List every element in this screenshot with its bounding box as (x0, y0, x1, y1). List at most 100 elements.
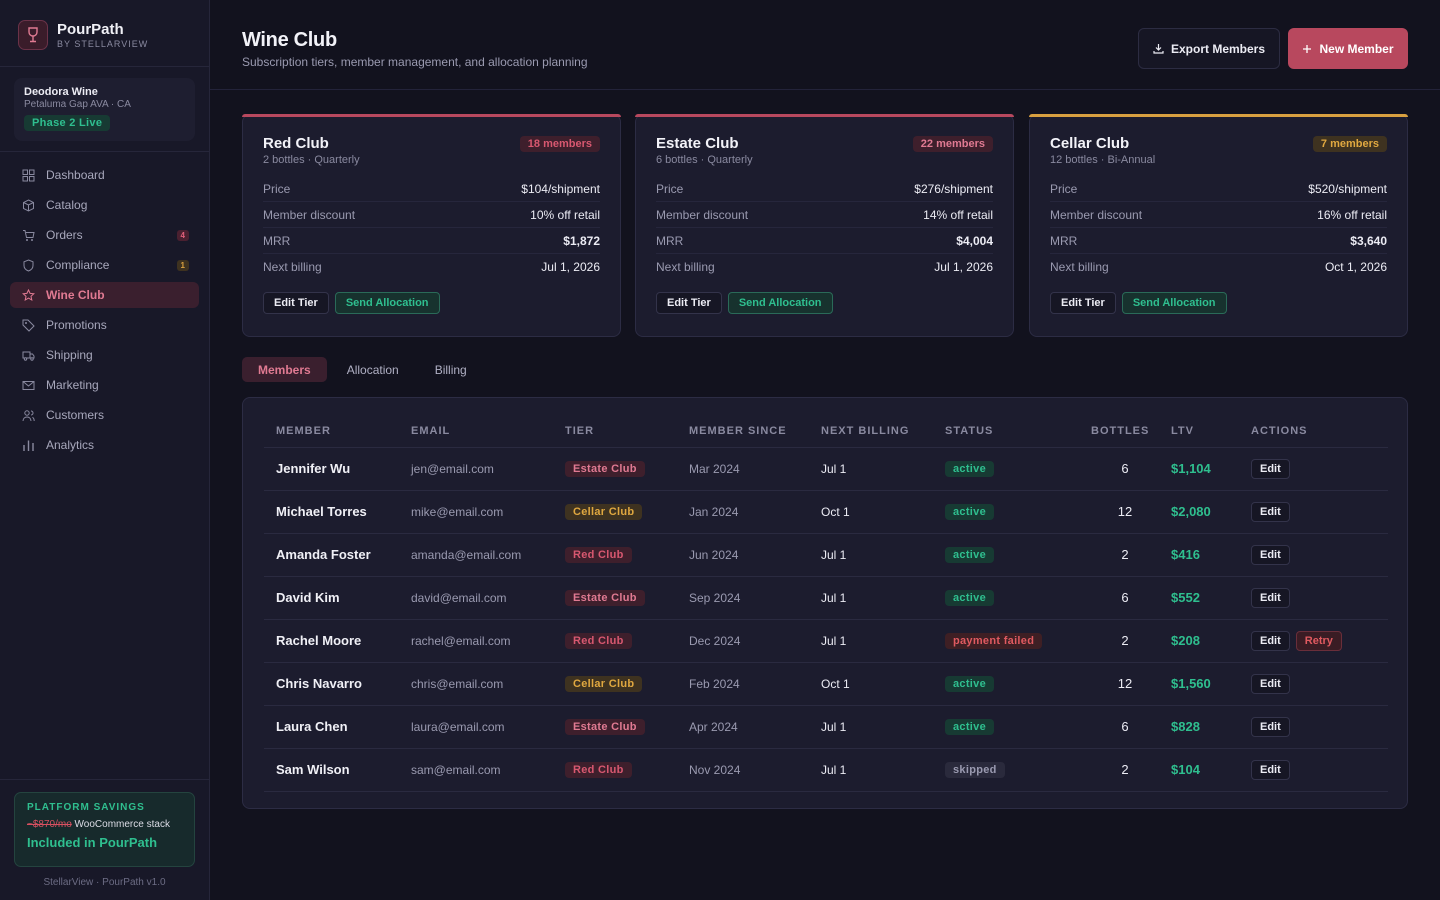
row-value: Oct 1, 2026 (1324, 260, 1387, 274)
column-header-member[interactable]: MEMBER (264, 416, 399, 448)
edit-tier-button[interactable]: Edit Tier (656, 292, 722, 314)
sidebar-item-label: Orders (46, 228, 83, 242)
edit-member-button[interactable]: Edit (1251, 587, 1290, 608)
divider (0, 779, 209, 780)
export-members-button[interactable]: Export Members (1138, 28, 1280, 69)
status-badge: active (945, 546, 994, 563)
column-header-next-billing[interactable]: NEXT BILLING (809, 416, 933, 448)
sidebar-item-dashboard[interactable]: Dashboard (10, 162, 199, 188)
status-badge: active (945, 718, 994, 735)
tier-row-price: Price $276/shipment (656, 176, 993, 202)
edit-member-button[interactable]: Edit (1251, 630, 1290, 651)
tier-name: Red Club (263, 135, 329, 152)
tier-pill: Cellar Club (565, 503, 643, 520)
member-tier: Estate Club (553, 447, 677, 491)
brand[interactable]: PourPath BY STELLARVIEW (18, 20, 148, 50)
member-since: Jan 2024 (677, 490, 809, 534)
bottles-count: 6 (1079, 447, 1159, 491)
status-badge: active (945, 589, 994, 606)
star-icon (22, 288, 35, 301)
sidebar-item-shipping[interactable]: Shipping (10, 342, 199, 368)
member-ltv: $1,104 (1159, 447, 1239, 491)
send-allocation-button[interactable]: Send Allocation (334, 292, 440, 314)
row-value: $1,872 (563, 233, 600, 248)
sidebar-item-label: Promotions (46, 318, 107, 332)
table-row[interactable]: Michael Torres mike@email.com Cellar Clu… (264, 490, 1388, 534)
sidebar-item-catalog[interactable]: Catalog (10, 192, 199, 218)
winery-card[interactable]: Deodora Wine Petaluma Gap AVA · CA Phase… (14, 78, 195, 141)
sidebar-item-analytics[interactable]: Analytics (10, 432, 199, 458)
table-row[interactable]: Sam Wilson sam@email.com Red Club Nov 20… (264, 748, 1388, 792)
tab-members[interactable]: Members (242, 357, 327, 382)
tier-row-next-billing: Next billing Oct 1, 2026 (1050, 254, 1387, 280)
column-header-status[interactable]: STATUS (933, 416, 1079, 448)
table-row[interactable]: David Kim david@email.com Estate Club Se… (264, 576, 1388, 620)
row-label: Member discount (656, 207, 749, 222)
edit-member-button[interactable]: Edit (1251, 673, 1290, 694)
tab-billing[interactable]: Billing (434, 362, 467, 377)
column-header-member-since[interactable]: MEMBER SINCE (677, 416, 809, 448)
sidebar-item-label: Wine Club (46, 288, 105, 302)
member-status: active (933, 705, 1079, 749)
next-billing: Jul 1 (809, 705, 933, 749)
old-price: ~$870/mo (27, 819, 72, 830)
edit-member-button[interactable]: Edit (1251, 759, 1290, 780)
winery-location: Petaluma Gap AVA · CA (24, 99, 131, 110)
sidebar-item-label: Customers (46, 408, 105, 422)
row-value: Jul 1, 2026 (541, 260, 600, 274)
table-row[interactable]: Rachel Moore rachel@email.com Red Club D… (264, 619, 1388, 663)
sidebar-item-marketing[interactable]: Marketing (10, 372, 199, 398)
tier-pill: Estate Club (565, 460, 645, 477)
column-header-bottles[interactable]: BOTTLES (1079, 416, 1159, 448)
edit-tier-button[interactable]: Edit Tier (263, 292, 329, 314)
sidebar-item-compliance[interactable]: Compliance 1 (10, 252, 199, 278)
column-header-ltv[interactable]: LTV (1159, 416, 1239, 448)
tier-pill: Estate Club (565, 589, 645, 606)
row-value: Jul 1, 2026 (934, 260, 993, 274)
member-ltv: $828 (1159, 705, 1239, 749)
send-allocation-button[interactable]: Send Allocation (1121, 292, 1227, 314)
edit-member-button[interactable]: Edit (1251, 458, 1290, 479)
sidebar-item-promotions[interactable]: Promotions (10, 312, 199, 338)
sidebar-item-customers[interactable]: Customers (10, 402, 199, 428)
tier-row-mrr: MRR $3,640 (1050, 228, 1387, 254)
member-ltv: $208 (1159, 619, 1239, 663)
truck-icon (22, 351, 35, 361)
row-actions: Edit Retry (1239, 619, 1388, 663)
tier-member-count: 7 members (1312, 136, 1387, 152)
member-ltv: $2,080 (1159, 490, 1239, 534)
member-since: Nov 2024 (677, 748, 809, 792)
edit-member-button[interactable]: Edit (1251, 501, 1290, 522)
edit-tier-button[interactable]: Edit Tier (1050, 292, 1116, 314)
row-label: MRR (1050, 233, 1078, 248)
edit-member-button[interactable]: Edit (1251, 716, 1290, 737)
table-row[interactable]: Laura Chen laura@email.com Estate Club A… (264, 705, 1388, 749)
edit-member-button[interactable]: Edit (1251, 544, 1290, 565)
column-header-email[interactable]: EMAIL (399, 416, 553, 448)
tab-allocation[interactable]: Allocation (346, 362, 399, 377)
table-row[interactable]: Chris Navarro chris@email.com Cellar Clu… (264, 662, 1388, 706)
new-member-button[interactable]: New Member (1288, 28, 1408, 69)
box-icon (23, 198, 34, 212)
download-icon (1153, 44, 1164, 54)
compliance-count-badge: 1 (176, 259, 189, 271)
dashboard-icon (22, 169, 35, 181)
sidebar-item-wine-club[interactable]: Wine Club (10, 282, 199, 308)
row-label: Member discount (263, 207, 356, 222)
page-subtitle: Subscription tiers, member management, a… (242, 55, 588, 69)
savings-comparison: ~$870/mo WooCommerce stack (27, 819, 182, 830)
member-email: chris@email.com (399, 662, 553, 706)
member-tier: Cellar Club (553, 490, 677, 534)
table-row[interactable]: Jennifer Wu jen@email.com Estate Club Ma… (264, 447, 1388, 491)
next-billing: Jul 1 (809, 619, 933, 663)
sidebar-item-label: Marketing (46, 378, 99, 392)
member-since: Apr 2024 (677, 705, 809, 749)
sidebar-item-orders[interactable]: Orders 4 (10, 222, 199, 248)
member-since: Mar 2024 (677, 447, 809, 491)
table-row[interactable]: Amanda Foster amanda@email.com Red Club … (264, 533, 1388, 577)
retry-payment-button[interactable]: Retry (1295, 630, 1342, 651)
brand-name: PourPath (57, 20, 124, 38)
column-header-tier[interactable]: TIER (553, 416, 677, 448)
send-allocation-button[interactable]: Send Allocation (727, 292, 833, 314)
member-since: Sep 2024 (677, 576, 809, 620)
